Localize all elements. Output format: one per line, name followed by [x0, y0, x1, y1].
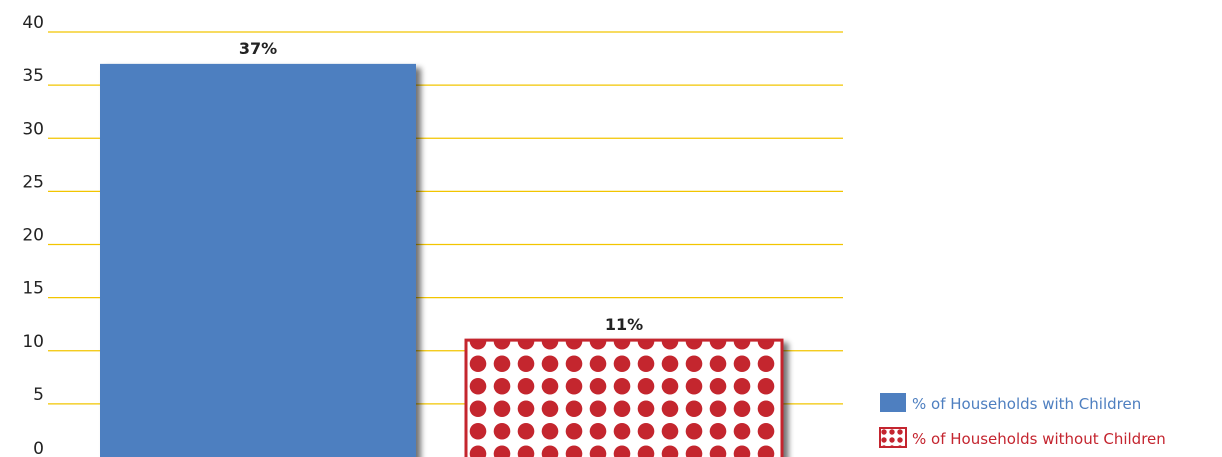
y-tick-label: 0 [33, 439, 44, 457]
bars [100, 63, 784, 457]
bar-without-children [464, 338, 784, 457]
y-axis: 0 5 10 15 20 25 30 35 40 [22, 13, 44, 457]
legend-swatch-without-children [879, 427, 907, 448]
legend-label-with-children: % of Households with Children [912, 395, 1141, 413]
y-tick-label: 40 [22, 13, 44, 33]
data-label: 37% [239, 39, 277, 58]
legend-swatch-with-children [880, 393, 906, 412]
y-tick-label: 20 [22, 226, 44, 246]
y-tick-label: 30 [22, 119, 44, 139]
y-tick-label: 10 [22, 332, 44, 352]
y-tick-label: 25 [22, 172, 44, 192]
legend-label-without-children: % of Households without Children [912, 430, 1166, 448]
y-tick-label: 35 [22, 66, 44, 86]
legend: % of Households with Children % of House… [879, 393, 1166, 448]
data-labels: 37% 11% [239, 39, 643, 334]
bar-with-children [100, 63, 416, 457]
data-label: 11% [605, 315, 643, 334]
y-tick-label: 5 [33, 385, 44, 405]
y-tick-label: 15 [22, 279, 44, 299]
